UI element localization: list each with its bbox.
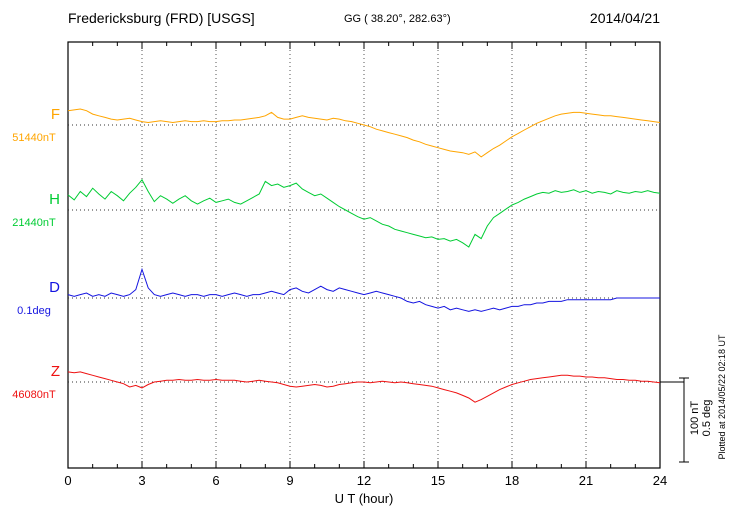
series-baseline-label-D: 0.1deg [17, 305, 51, 317]
plotted-at-note: Plotted at 2014/05/22 02:18 UT [717, 334, 727, 460]
series-baseline-label-H: 21440nT [12, 217, 56, 229]
x-tick-label-18: 18 [504, 473, 520, 488]
scale-bar-deg-label: 0.5 deg [701, 399, 713, 437]
x-tick-label-12: 12 [356, 473, 372, 488]
series-baseline-label-Z: 46080nT [12, 389, 56, 401]
x-tick-label-24: 24 [652, 473, 668, 488]
series-letter-H: H [49, 191, 60, 208]
series-baseline-label-F: 51440nT [12, 132, 56, 144]
x-tick-label-6: 6 [212, 473, 220, 488]
x-tick-label-3: 3 [138, 473, 146, 488]
station-title: Fredericksburg (FRD) [USGS] [68, 10, 255, 26]
series-letter-Z: Z [50, 363, 60, 380]
x-tick-label-9: 9 [286, 473, 294, 488]
x-axis-label: U T (hour) [334, 491, 394, 506]
trace-Z [67, 371, 661, 403]
x-tick-label-0: 0 [64, 473, 72, 488]
trace-F [67, 108, 661, 158]
geographic-coordinates: GG ( 38.20°, 282.63°) [344, 13, 451, 25]
x-tick-label-15: 15 [430, 473, 446, 488]
trace-H [67, 178, 661, 248]
scale-bar-nt-label: 100 nT [689, 400, 701, 436]
plot-date: 2014/04/21 [589, 10, 660, 26]
trace-D [67, 267, 660, 312]
x-tick-label-21: 21 [578, 473, 594, 488]
series-letter-D: D [49, 279, 60, 296]
series-letter-F: F [50, 106, 60, 123]
